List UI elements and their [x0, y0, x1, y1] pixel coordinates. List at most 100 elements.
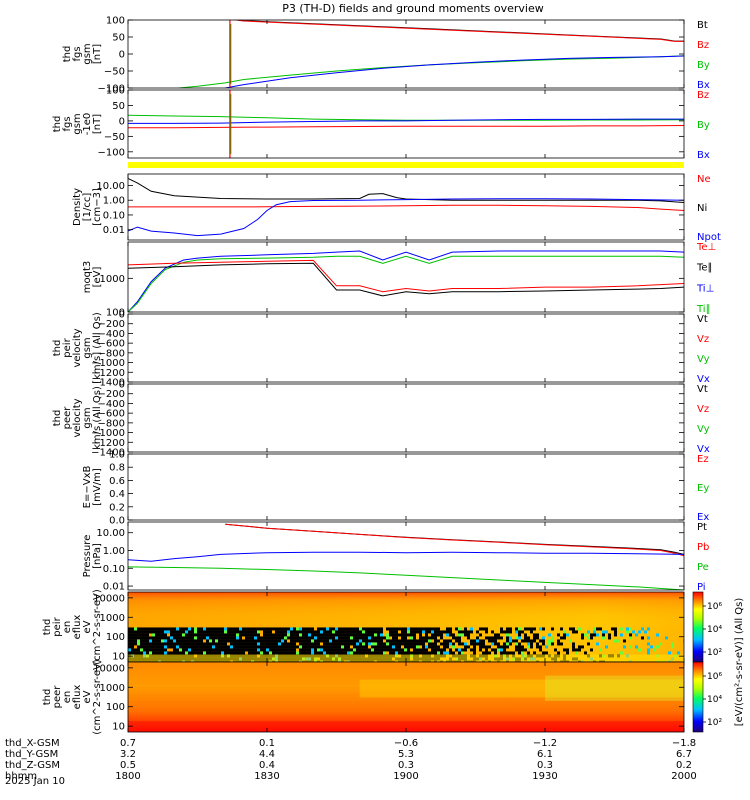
flux-pixel [167, 645, 170, 649]
flux-pixel [230, 642, 233, 646]
flux-pixel [275, 648, 278, 652]
flux-pixel [158, 636, 161, 640]
colorbar-tick-label: 10⁶ [707, 672, 722, 682]
flux-pixel [461, 651, 464, 655]
flux-pixel [338, 645, 341, 649]
flux-pixel [326, 651, 329, 655]
flux-pixel [329, 651, 332, 655]
flux-pixel [332, 648, 335, 652]
flux-pixel [257, 651, 260, 655]
flux-pixel [290, 651, 293, 655]
flux-pixel [545, 651, 548, 655]
y-axis-label-line: eV [82, 620, 93, 633]
flux-pixel [437, 648, 440, 652]
flux-pixel [278, 648, 281, 652]
flux-pixel [128, 627, 131, 631]
flux-pixel [533, 636, 536, 640]
y-axis-label: thdpeervelocitygsmkm/s (All Qs) [52, 386, 103, 450]
flux-pixel [161, 639, 164, 643]
flux-pixel [266, 645, 269, 649]
flux-pixel [581, 633, 584, 637]
flux-pixel [419, 633, 422, 637]
legend-vt: Vt [697, 314, 708, 325]
flux-pixel [341, 636, 344, 640]
flux-pixel [449, 630, 452, 634]
legend-pi: Pi [697, 582, 706, 593]
flux-pixel [215, 648, 218, 652]
flux-pixel [353, 645, 356, 649]
flux-pixel [344, 630, 347, 634]
flux-pixel [239, 651, 242, 655]
flux-pixel [344, 645, 347, 649]
flux-pixel [383, 645, 386, 649]
flux-pixel [365, 651, 368, 655]
date-label: 2025 Jan 10 [5, 776, 65, 787]
y-tick-label: 0.8 [109, 463, 125, 474]
flux-pixel [284, 642, 287, 646]
flux-pixel [251, 642, 254, 646]
flux-pixel [245, 645, 248, 649]
flux-pixel [320, 645, 323, 649]
flux-pixel [317, 639, 320, 643]
flux-pixel [551, 636, 554, 640]
flux-pixel [395, 633, 398, 637]
flux-pixel [176, 630, 179, 634]
flux-pixel [395, 648, 398, 652]
flux-pixel [491, 630, 494, 634]
flux-pixel [230, 627, 233, 631]
flux-pixel [374, 648, 377, 652]
flux-pixel [176, 639, 179, 643]
flux-pixel [266, 639, 269, 643]
flux-pixel [380, 636, 383, 640]
flux-pixel [212, 633, 215, 637]
series-pt-line [225, 523, 684, 555]
y-tick-label: 10 [112, 722, 125, 733]
flux-pixel [401, 639, 404, 643]
flux-pixel [347, 648, 350, 652]
flux-pixel [128, 639, 131, 643]
page-title: P3 (TH-D) fields and ground moments over… [282, 2, 544, 15]
flux-pixel [161, 633, 164, 637]
panel-frame [127, 313, 685, 383]
flux-pixel [458, 627, 461, 631]
flux-pixel [434, 645, 437, 649]
flux-pixel [452, 645, 455, 649]
y-tick-label: 0.10 [103, 210, 125, 221]
flux-pixel [293, 630, 296, 634]
flux-pixel [584, 651, 587, 655]
flux-pixel [260, 636, 263, 640]
series-ti-line [128, 250, 684, 312]
flux-pixel [194, 648, 197, 652]
flux-pixel [347, 630, 350, 634]
flux-pixel [296, 630, 299, 634]
flux-pixel [335, 642, 338, 646]
flux-pixel [530, 627, 533, 631]
flux-pixel [485, 651, 488, 655]
flux-pixel [344, 648, 347, 652]
flux-pixel [320, 630, 323, 634]
flux-pixel [230, 639, 233, 643]
flux-pixel [380, 627, 383, 631]
flux-pixel [422, 651, 425, 655]
flux-pixel [428, 642, 431, 646]
flux-pixel [191, 627, 194, 631]
flux-pixel [326, 636, 329, 640]
flux-pixel [503, 648, 506, 652]
flux-pixel [638, 630, 641, 634]
flux-pixel [164, 651, 167, 655]
flux-pixel [209, 627, 212, 631]
flux-pixel [236, 642, 239, 646]
flux-pixel [224, 651, 227, 655]
flux-pixel [251, 630, 254, 634]
flux-pixel [377, 636, 380, 640]
flux-pixel [512, 639, 515, 643]
flux-pixel [599, 627, 602, 631]
flux-pixel [473, 639, 476, 643]
flux-pixel [317, 648, 320, 652]
flux-pixel [218, 627, 221, 631]
flux-pixel [371, 648, 374, 652]
flux-pixel [230, 636, 233, 640]
flux-pixel [446, 639, 449, 643]
y-tick-label: 100 [106, 632, 125, 643]
flux-pixel [425, 630, 428, 634]
